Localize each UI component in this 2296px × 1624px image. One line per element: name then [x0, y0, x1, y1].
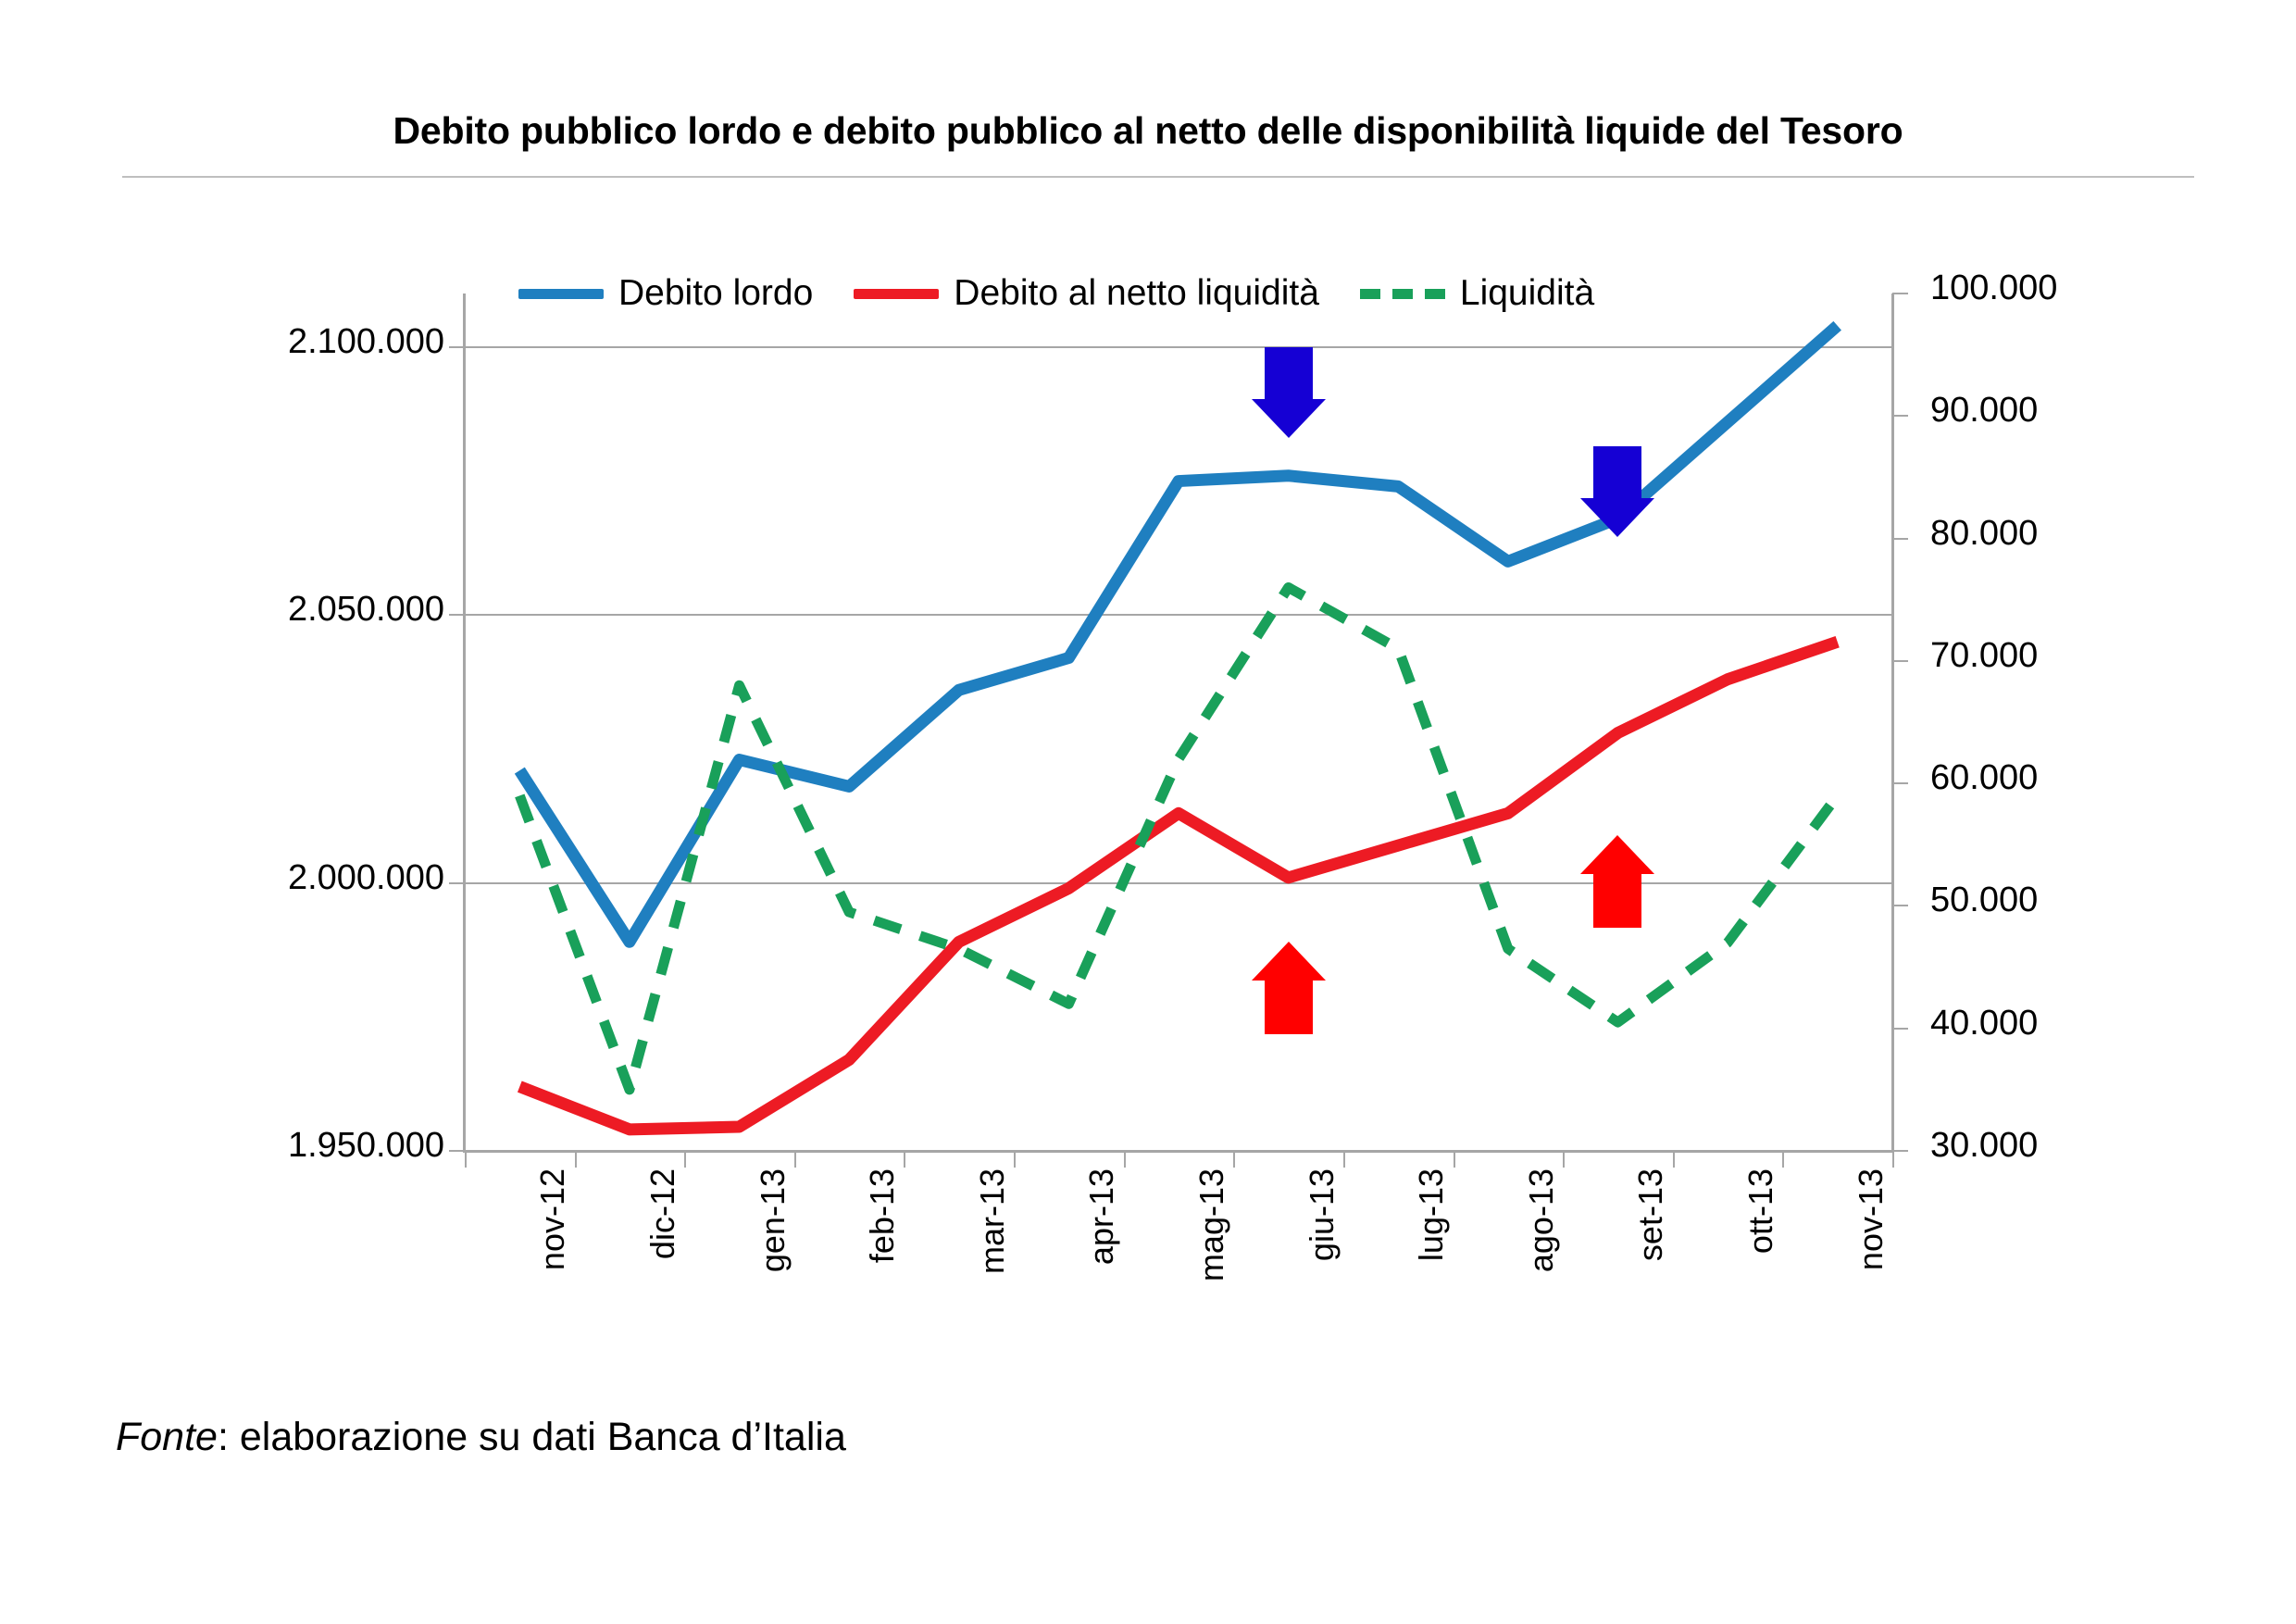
x-tick: [1014, 1151, 1017, 1168]
x-tick: [904, 1151, 906, 1168]
source-text: : elaborazione su dati Banca d’Italia: [217, 1415, 846, 1459]
gridline-2050000: [465, 614, 1892, 617]
arrow-shape: [1580, 446, 1655, 537]
y-tick-right: [1892, 537, 1908, 540]
series-line-liquidit-: [515, 581, 1842, 1095]
y-tick-left: [449, 614, 465, 617]
x-axis-label-mar-13: mar-13: [972, 1168, 1011, 1275]
x-axis-label-apr-13: apr-13: [1082, 1168, 1121, 1266]
y-tick-left: [449, 345, 465, 348]
y-axis-right-label: 40.000: [1930, 1003, 2039, 1043]
x-tick: [574, 1151, 577, 1168]
arrow-shape: [1251, 347, 1326, 438]
page-title: Debito pubblico lordo e debito pubblico …: [393, 109, 1903, 152]
series-line-debito-al-netto-liquidit-: [517, 636, 1840, 1136]
y-tick-right: [1892, 905, 1908, 907]
x-axis-label-giu-13: giu-13: [1302, 1168, 1341, 1262]
series-lines: [514, 320, 1842, 1136]
x-tick: [684, 1151, 687, 1168]
red-arrow-giu-13-icon: [1251, 942, 1326, 1034]
legend-item-liquidita[interactable]: Liquidità: [1359, 273, 1595, 314]
y-axis-left-label: 2.050.000: [287, 590, 444, 630]
y-axis-left-label: 2.000.000: [287, 857, 444, 897]
y-tick-left: [449, 1150, 465, 1152]
x-axis-label-ott-13: ott-13: [1741, 1168, 1780, 1255]
x-tick: [1782, 1151, 1785, 1168]
y-axis-right-label: 90.000: [1930, 391, 2039, 431]
arrow-shape: [1580, 835, 1655, 928]
y-tick-right: [1892, 415, 1908, 418]
blue-arrow-giu-13-icon: [1251, 347, 1326, 438]
chart-container: Debito lordo Debito al netto liquidità L…: [0, 194, 2296, 1281]
y-axis-right-label: 50.000: [1930, 881, 2039, 920]
x-tick: [1342, 1151, 1345, 1168]
legend-swatch-debito-lordo: [518, 288, 604, 299]
x-tick: [793, 1151, 796, 1168]
x-tick: [1453, 1151, 1455, 1168]
y-tick-right: [1892, 782, 1908, 785]
x-axis-label-lug-13: lug-13: [1412, 1168, 1451, 1262]
y-axis-right-label: 80.000: [1930, 513, 2039, 553]
legend-swatch-liquidita: [1359, 288, 1445, 299]
y-axis-right-label: 60.000: [1930, 758, 2039, 798]
x-tick: [1563, 1151, 1566, 1168]
source-note: Fonte: elaborazione su dati Banca d’Ital…: [116, 1415, 846, 1460]
chart-legend: Debito lordo Debito al netto liquidità L…: [518, 273, 1594, 314]
arrow-shape: [1251, 942, 1326, 1034]
gridline-2000000: [465, 881, 1892, 884]
x-tick: [1233, 1151, 1236, 1168]
legend-item-debito-lordo[interactable]: Debito lordo: [518, 273, 813, 314]
x-axis-label-feb-13: feb-13: [863, 1168, 902, 1264]
title-block: Debito pubblico lordo e debito pubblico …: [0, 109, 2296, 153]
x-axis-label-ago-13: ago-13: [1521, 1168, 1560, 1273]
x-axis-label-dic-12: dic-12: [643, 1168, 681, 1260]
gridline-1950000: [465, 1150, 1892, 1152]
x-axis-label-nov-13: nov-13: [1851, 1168, 1890, 1271]
y-tick-right: [1892, 659, 1908, 662]
y-axis-right-line: [1891, 294, 1894, 1151]
y-axis-right-label: 70.000: [1930, 635, 2039, 675]
x-axis-label-set-13: set-13: [1631, 1168, 1670, 1262]
x-axis-label-gen-13: gen-13: [753, 1168, 792, 1273]
source-prefix: Fonte: [116, 1415, 218, 1459]
gridline-2100000: [465, 345, 1892, 348]
plot-area: [449, 293, 1908, 1168]
y-axis-right-label: 30.000: [1930, 1126, 2039, 1165]
y-axis-left-label: 2.100.000: [287, 321, 444, 361]
legend-item-debito-netto[interactable]: Debito al netto liquidità: [854, 273, 1319, 314]
y-tick-right: [1892, 1150, 1908, 1152]
x-axis-label-nov-12: nov-12: [533, 1168, 572, 1271]
blue-arrow-set-13-icon: [1580, 446, 1655, 537]
y-axis-left-line: [463, 294, 466, 1151]
y-axis-left-label: 1.950.000: [287, 1126, 444, 1165]
x-tick: [1672, 1151, 1675, 1168]
title-divider: [122, 176, 2194, 178]
y-tick-right: [1892, 293, 1908, 294]
x-axis-label-mag-13: mag-13: [1192, 1168, 1230, 1282]
x-tick: [1123, 1151, 1126, 1168]
y-tick-left: [449, 881, 465, 884]
red-arrow-set-13-icon: [1580, 835, 1655, 928]
y-axis-right-label: 100.000: [1930, 269, 2058, 307]
x-tick: [465, 1151, 467, 1168]
x-tick: [1892, 1151, 1894, 1168]
y-tick-right: [1892, 1027, 1908, 1030]
legend-label-debito-lordo: Debito lordo: [618, 273, 814, 313]
legend-label-liquidita: Liquidità: [1459, 273, 1595, 313]
legend-swatch-debito-netto: [854, 288, 940, 299]
legend-label-debito-netto: Debito al netto liquidità: [954, 273, 1319, 313]
